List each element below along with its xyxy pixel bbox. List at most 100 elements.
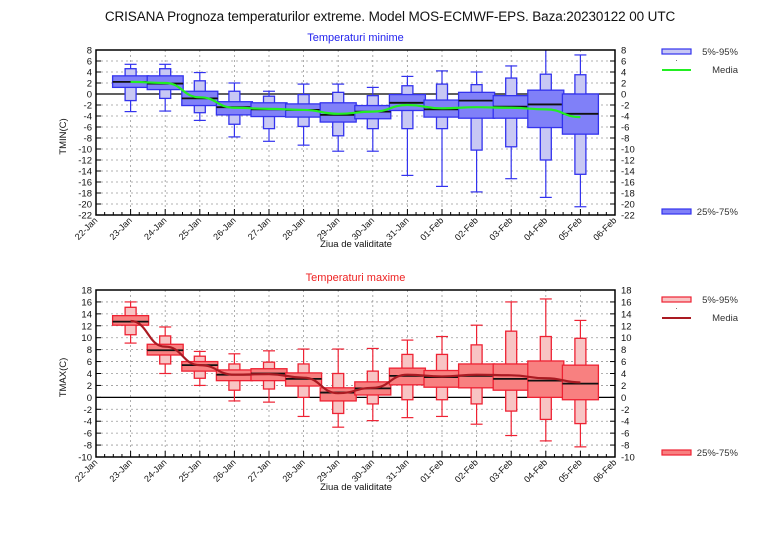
- x-tick-label: 31-Jan: [384, 457, 411, 484]
- legend-swatch-25-75: [661, 449, 692, 456]
- y-tick-label-left: 4: [87, 369, 92, 380]
- mean-line: [130, 80, 581, 119]
- y-tick-label-left: -4: [84, 112, 92, 123]
- box-04-Feb: [527, 50, 565, 198]
- y-tick-label-left: -4: [84, 417, 92, 428]
- y-tick-label-right: -2: [621, 101, 629, 112]
- legend-dot: [676, 308, 677, 309]
- y-tick-label-left: 12: [81, 321, 92, 332]
- plot-frame: [95, 289, 616, 458]
- y-tick-label-right: 18: [621, 286, 632, 297]
- y-tick-label-right: 10: [621, 333, 632, 344]
- y-tick-label-right: -20: [621, 200, 635, 211]
- box-03-Feb: [492, 65, 530, 180]
- y-tick-label-left: 6: [87, 57, 92, 68]
- y-tick-label-right: 8: [621, 46, 626, 57]
- y-tick-label-right: -12: [621, 156, 635, 167]
- y-tick-label-right: -22: [621, 211, 635, 222]
- box-27-Jan: [250, 350, 288, 403]
- y-tick-label-left: 16: [81, 297, 92, 308]
- plot-frame: [95, 49, 616, 216]
- y-tick-label-left: -8: [84, 134, 92, 145]
- legend-swatch-25-75: [661, 208, 692, 215]
- x-tick-label: 25-Jan: [177, 215, 204, 242]
- y-tick-label-left: -16: [78, 178, 92, 189]
- x-tick-label: 25-Jan: [177, 457, 204, 484]
- y-tick-label-right: 6: [621, 357, 626, 368]
- x-tick-label: 28-Jan: [280, 215, 307, 242]
- y-tick-label-right: -4: [621, 417, 629, 428]
- x-tick-label: 06-Feb: [591, 457, 618, 484]
- y-tick-label-right: 2: [621, 381, 626, 392]
- y-tick-label-right: 0: [621, 393, 626, 404]
- y-tick-label-left: -2: [84, 405, 92, 416]
- box-23-Jan: [111, 301, 150, 344]
- x-tick-label: 02-Feb: [453, 215, 480, 242]
- y-tick-label-right: 14: [621, 309, 632, 320]
- y-tick-label-right: 4: [621, 369, 626, 380]
- x-tick-label: 03-Feb: [487, 457, 514, 484]
- x-axis-label: Ziua de validitate: [320, 239, 392, 250]
- box-25-75: [457, 91, 496, 119]
- y-tick-label-left: 8: [87, 345, 92, 356]
- x-tick-label: 02-Feb: [453, 457, 480, 484]
- y-tick-label-right: -6: [621, 123, 629, 134]
- y-axis-label: TMAX(C): [58, 358, 69, 398]
- y-tick-label-right: -6: [621, 429, 629, 440]
- y-tick-label-left: 8: [87, 46, 92, 57]
- x-tick-label: 31-Jan: [384, 215, 411, 242]
- y-tick-label-right: -10: [621, 145, 635, 156]
- box-27-Jan: [250, 90, 288, 142]
- x-axis-label: Ziua de validitate: [320, 482, 392, 493]
- box-03-Feb: [492, 301, 530, 437]
- x-tick-label: 27-Jan: [246, 215, 273, 242]
- main-title: CRISANA Prognoza temperaturilor extreme.…: [104, 9, 676, 24]
- x-tick-label: 03-Feb: [487, 215, 514, 242]
- legend: 5%-95% Media 25%-75%: [661, 295, 739, 459]
- x-tick-label: 06-Feb: [591, 215, 618, 242]
- legend-swatch-5-95: [661, 48, 692, 55]
- y-tick-label-left: 10: [81, 333, 92, 344]
- x-tick-label: 28-Jan: [280, 457, 307, 484]
- y-tick-label-left: -18: [78, 189, 92, 200]
- y-tick-label-right: 6: [621, 57, 626, 68]
- y-tick-label-right: -10: [621, 453, 635, 464]
- mean-line: [130, 319, 581, 395]
- box-31-Jan: [388, 75, 427, 176]
- legend-dot: [676, 60, 677, 61]
- x-tick-label: 26-Jan: [211, 457, 238, 484]
- box-26-Jan: [215, 82, 254, 138]
- box-01-Feb: [423, 70, 461, 187]
- y-tick-label-right: 4: [621, 68, 626, 79]
- y-tick-label-right: 12: [621, 321, 632, 332]
- y-tick-label-left: 4: [87, 68, 92, 79]
- y-tick-label-right: -8: [621, 441, 629, 452]
- y-axis-label: TMIN(C): [58, 118, 69, 154]
- y-tick-label-right: -4: [621, 112, 629, 123]
- box-28-Jan: [284, 83, 323, 146]
- y-tick-label-left: -6: [84, 429, 92, 440]
- y-tick-label-right: 16: [621, 297, 632, 308]
- x-tick-label: 04-Feb: [522, 457, 549, 484]
- box-30-Jan: [354, 86, 392, 152]
- y-tick-label-left: 6: [87, 357, 92, 368]
- x-tick-label: 05-Feb: [557, 457, 584, 484]
- box-05-Feb: [561, 319, 600, 448]
- y-tick-label-right: -8: [621, 134, 629, 145]
- box-26-Jan: [215, 353, 254, 402]
- legend-label-25-75: 25%-75%: [697, 207, 739, 218]
- box-24-Jan: [146, 326, 184, 375]
- y-tick-label-right: -16: [621, 178, 635, 189]
- y-tick-label-left: -10: [78, 145, 92, 156]
- y-tick-label-left: -8: [84, 441, 92, 452]
- legend-label-media: Media: [712, 65, 739, 76]
- y-tick-label-left: -14: [78, 167, 92, 178]
- y-tick-label-right: -2: [621, 405, 629, 416]
- x-tick-label: 24-Jan: [142, 215, 169, 242]
- y-tick-label-right: 0: [621, 90, 626, 101]
- x-tick-label: 01-Feb: [418, 215, 445, 242]
- box-05-Feb: [561, 54, 600, 208]
- y-tick-label-left: 0: [87, 90, 92, 101]
